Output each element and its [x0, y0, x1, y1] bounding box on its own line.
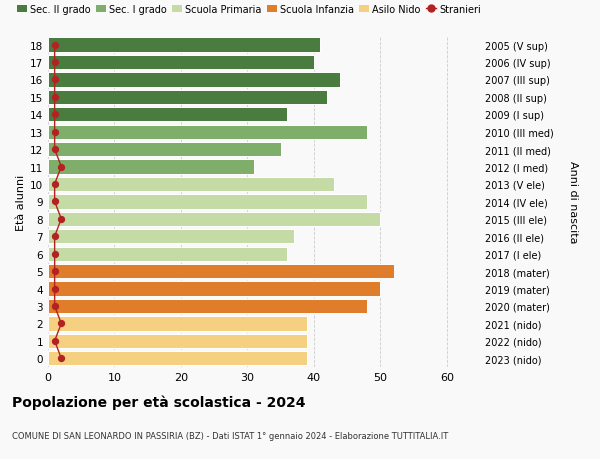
Bar: [48, 56, 314, 70]
Point: [56, 320, 66, 327]
Bar: [48, 317, 307, 331]
Point: [56, 163, 66, 171]
Bar: [48, 108, 287, 122]
Point: [50, 112, 59, 119]
Point: [50, 233, 59, 241]
Bar: [48, 90, 327, 105]
Y-axis label: Anni di nascita: Anni di nascita: [568, 161, 577, 243]
Bar: [48, 230, 294, 244]
Bar: [48, 299, 367, 313]
Point: [56, 216, 66, 223]
Bar: [48, 282, 380, 296]
Point: [50, 94, 59, 101]
Text: Popolazione per età scolastica - 2024: Popolazione per età scolastica - 2024: [12, 395, 305, 409]
Point: [50, 268, 59, 275]
Bar: [48, 125, 367, 140]
Point: [50, 337, 59, 345]
Bar: [48, 38, 320, 52]
Point: [56, 355, 66, 362]
Point: [50, 129, 59, 136]
Point: [50, 59, 59, 67]
Bar: [48, 247, 287, 261]
Point: [50, 77, 59, 84]
Bar: [48, 160, 254, 174]
Bar: [48, 73, 340, 87]
Bar: [48, 195, 367, 209]
Bar: [48, 178, 334, 192]
Point: [50, 146, 59, 153]
Point: [50, 42, 59, 49]
Point: [50, 302, 59, 310]
Bar: [48, 143, 281, 157]
Point: [50, 198, 59, 206]
Point: [50, 181, 59, 188]
Bar: [48, 352, 307, 366]
Point: [50, 285, 59, 292]
Bar: [48, 264, 394, 279]
Bar: [48, 334, 307, 348]
Point: [50, 251, 59, 258]
Text: COMUNE DI SAN LEONARDO IN PASSIRIA (BZ) - Dati ISTAT 1° gennaio 2024 - Elaborazi: COMUNE DI SAN LEONARDO IN PASSIRIA (BZ) …: [12, 431, 448, 441]
Y-axis label: Età alunni: Età alunni: [16, 174, 26, 230]
Legend: Sec. II grado, Sec. I grado, Scuola Primaria, Scuola Infanzia, Asilo Nido, Stran: Sec. II grado, Sec. I grado, Scuola Prim…: [17, 5, 481, 15]
Bar: [48, 212, 380, 226]
